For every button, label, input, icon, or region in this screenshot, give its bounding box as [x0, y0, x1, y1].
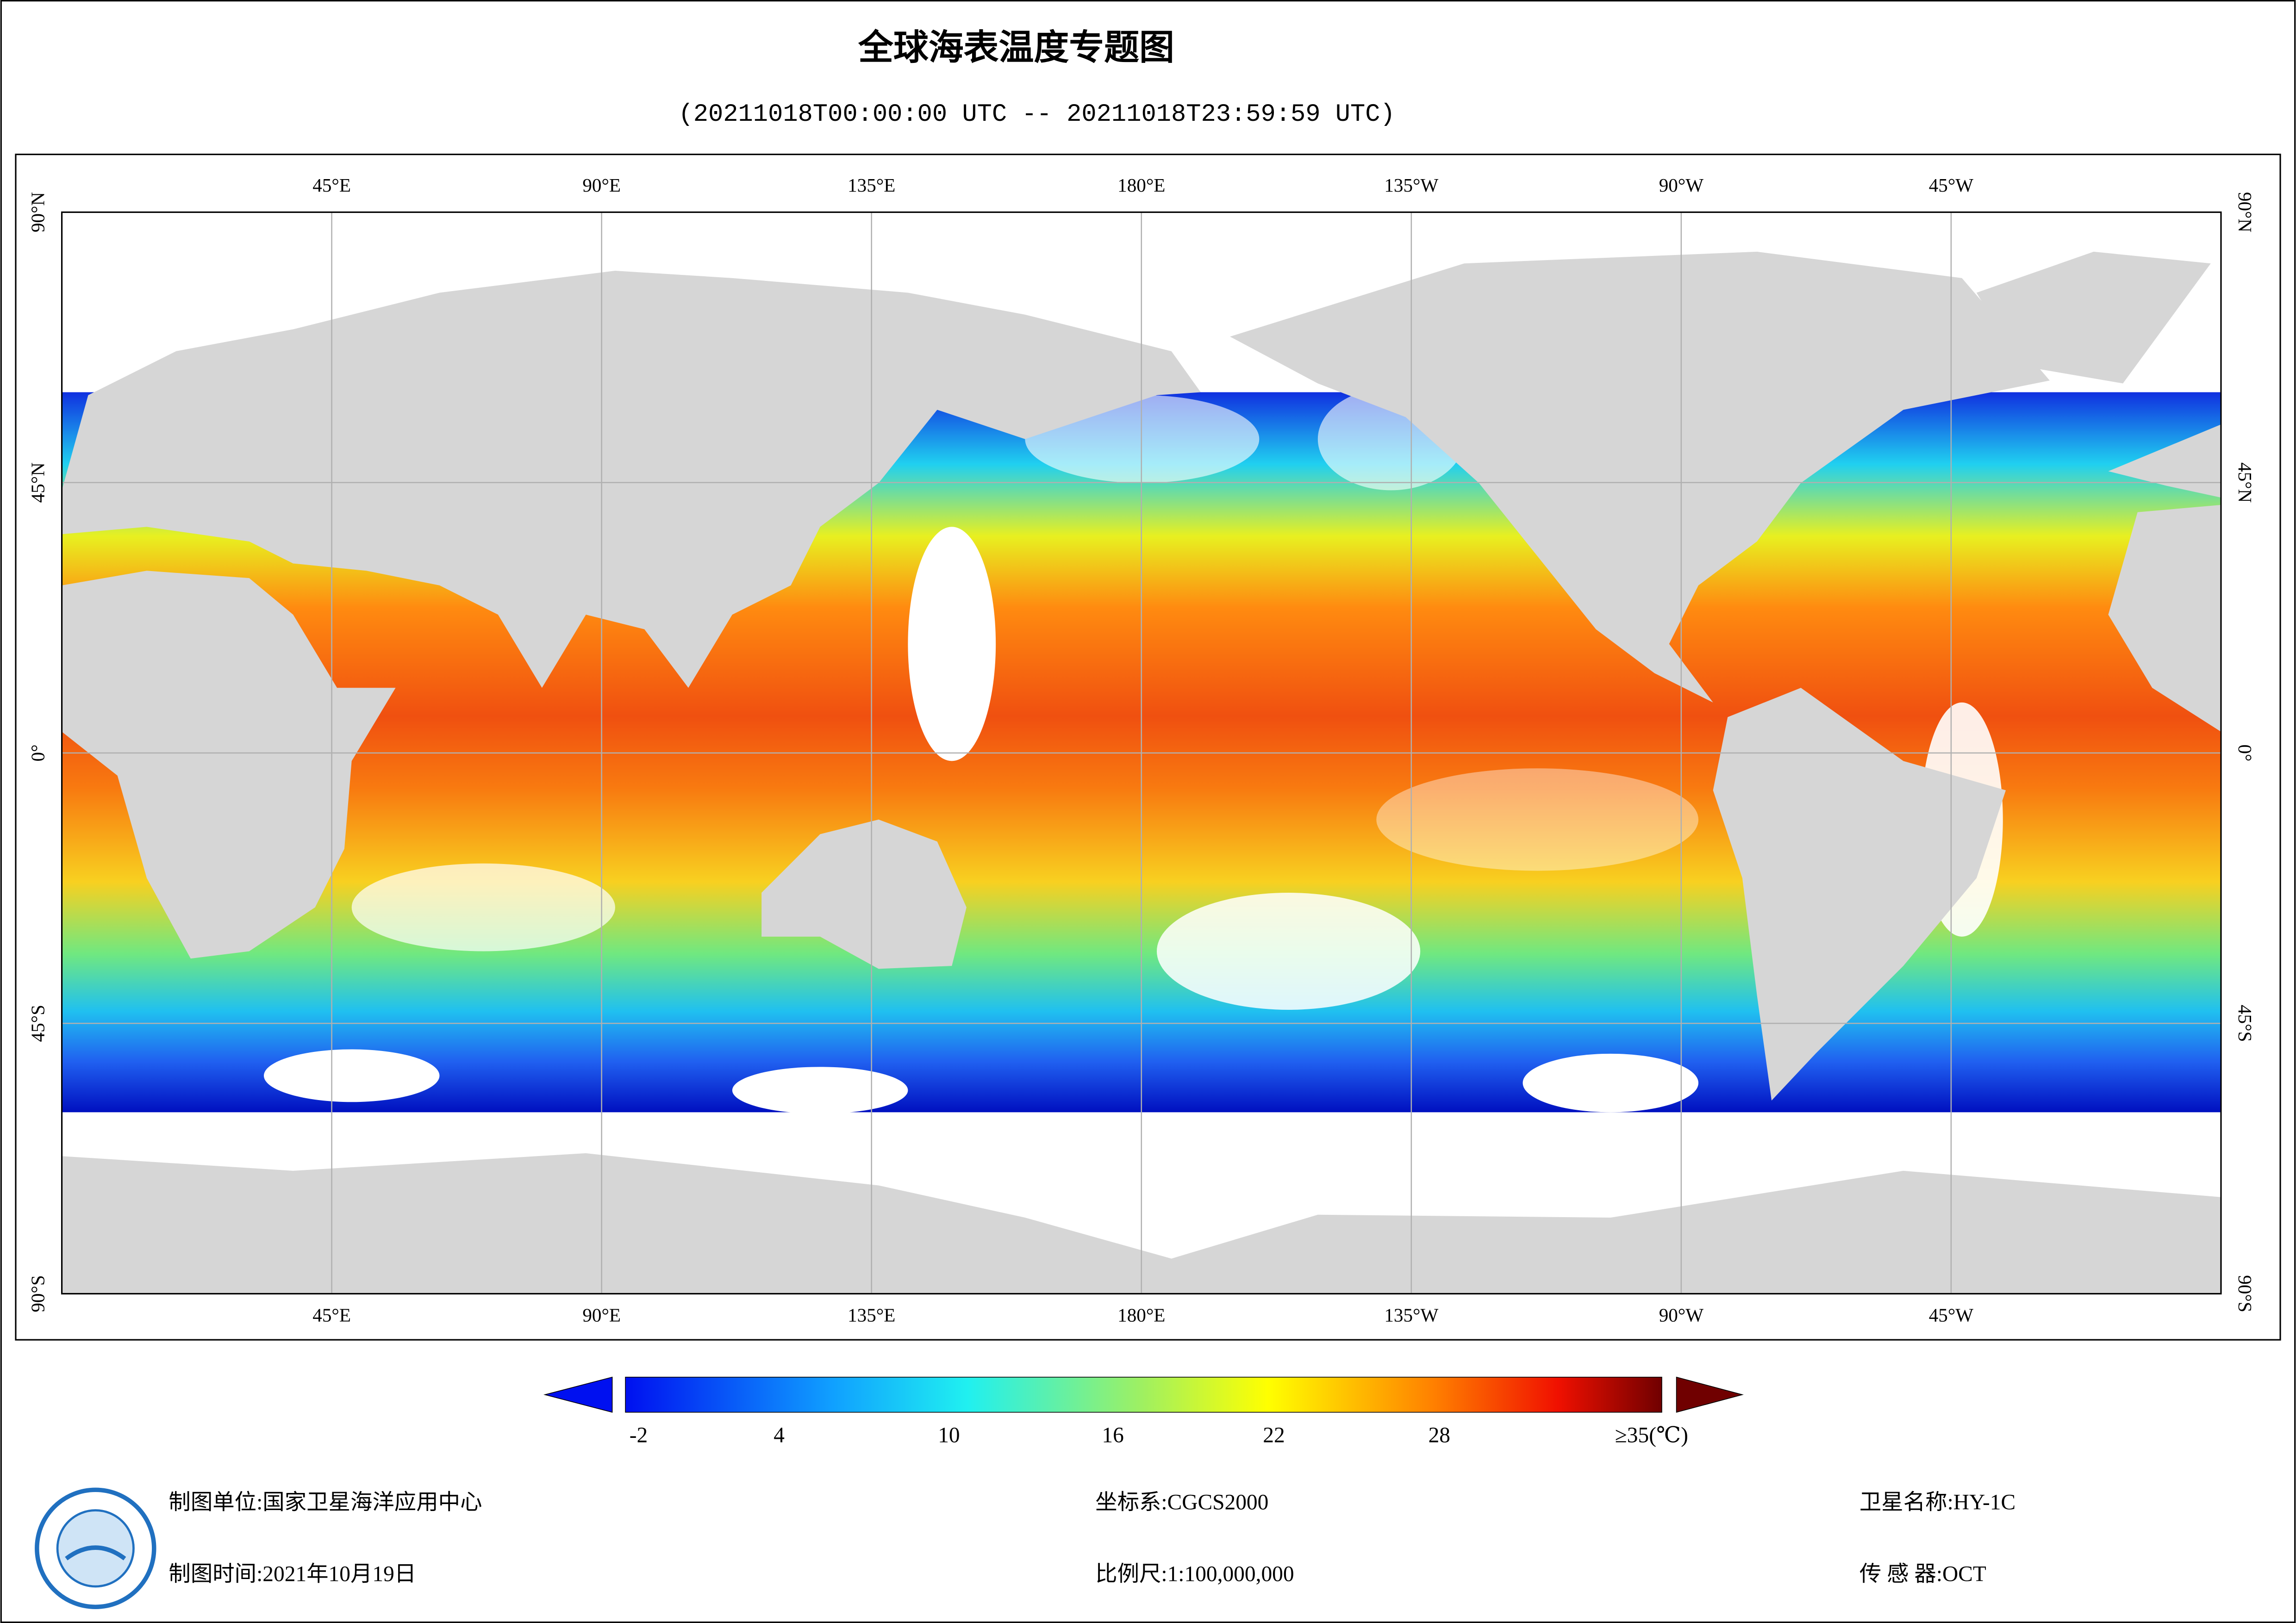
lat-label-right: 45°S	[2234, 1005, 2256, 1042]
logo	[35, 1487, 156, 1609]
lat-label-right: 0°	[2234, 745, 2256, 762]
lon-label-top: 90°W	[1659, 174, 1704, 196]
colorbar	[543, 1376, 1744, 1413]
title: 全球海表温度专题图	[858, 27, 1174, 68]
footer-date: 制图时间:2021年10月19日	[168, 1562, 416, 1586]
colorbar-label: 4	[774, 1423, 785, 1447]
lat-label-left: 45°N	[27, 462, 49, 503]
footer-satellite: 卫星名称:HY-1C	[1859, 1491, 2015, 1515]
colorbar-label: -2	[630, 1423, 648, 1447]
footer-crs: 坐标系:CGCS2000	[1095, 1491, 1268, 1515]
lon-label-top: 180°E	[1117, 174, 1165, 196]
map	[61, 211, 2222, 1295]
lon-label-top: 135°E	[848, 174, 895, 196]
lon-label-bottom: 90°E	[582, 1305, 621, 1326]
lon-label-top: 135°W	[1384, 174, 1438, 196]
lon-label-top: 90°E	[582, 174, 621, 196]
lon-label-top: 45°W	[1929, 174, 1974, 196]
lon-label-bottom: 135°E	[848, 1305, 895, 1326]
subtitle: (20211018T00:00:00 UTC -- 20211018T23:59…	[679, 100, 1395, 129]
colorbar-label: ≥35(℃)	[1615, 1423, 1688, 1447]
lon-label-bottom: 135°W	[1384, 1305, 1438, 1326]
lon-label-bottom: 45°W	[1929, 1305, 1974, 1326]
map-border	[61, 211, 2222, 1295]
footer-sensor: 传 感 器:OCT	[1859, 1562, 1986, 1586]
cloud-gaps	[263, 388, 2003, 1114]
colorbar-min-arrow	[543, 1376, 613, 1413]
colorbar-label: 10	[938, 1423, 960, 1447]
lon-label-bottom: 45°E	[312, 1305, 351, 1326]
lon-label-bottom: 180°E	[1117, 1305, 1165, 1326]
graticule	[62, 212, 2221, 1294]
lat-label-right: 45°N	[2234, 462, 2256, 503]
colorbar-label: 16	[1102, 1423, 1123, 1447]
lon-label-top: 45°E	[312, 174, 351, 196]
colorbar-label: 28	[1429, 1423, 1450, 1447]
lat-label-left: 0°	[27, 745, 49, 762]
colorbar-label: 22	[1263, 1423, 1285, 1447]
lon-label-bottom: 90°W	[1659, 1305, 1704, 1326]
footer-scale: 比例尺:1:100,000,000	[1095, 1562, 1294, 1586]
map-frame	[15, 154, 2281, 1341]
footer-unit: 制图单位:国家卫星海洋应用中心	[168, 1491, 482, 1515]
lat-label-left: 90°S	[27, 1275, 49, 1312]
colorbar-ramp	[625, 1376, 1662, 1413]
lat-label-left: 90°N	[27, 192, 49, 232]
lat-label-right: 90°S	[2234, 1275, 2256, 1312]
lat-label-left: 45°S	[27, 1005, 49, 1042]
lat-label-right: 90°N	[2234, 192, 2256, 232]
colorbar-max-arrow	[1676, 1376, 1744, 1413]
